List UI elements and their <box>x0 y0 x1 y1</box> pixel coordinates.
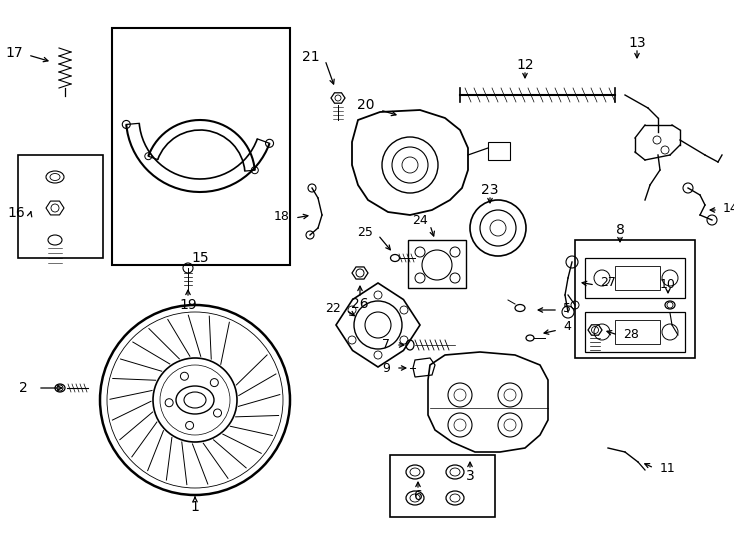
Bar <box>615 266 660 290</box>
Text: 11: 11 <box>660 462 676 475</box>
Text: 23: 23 <box>482 183 498 197</box>
Bar <box>112 28 290 265</box>
Text: 13: 13 <box>628 36 646 50</box>
Text: 17: 17 <box>5 46 23 60</box>
Bar <box>585 312 685 352</box>
Text: 26: 26 <box>351 297 368 311</box>
Text: 16: 16 <box>7 206 25 220</box>
Bar <box>18 155 103 258</box>
Text: 2: 2 <box>19 381 28 395</box>
Text: 20: 20 <box>357 98 375 112</box>
Bar <box>488 142 510 160</box>
Text: 21: 21 <box>302 50 320 64</box>
Bar <box>408 240 466 288</box>
Text: 3: 3 <box>465 469 474 483</box>
Text: 18: 18 <box>274 210 290 222</box>
Text: 6: 6 <box>413 489 423 503</box>
Text: 7: 7 <box>382 339 390 352</box>
Text: 15: 15 <box>191 251 208 265</box>
Bar <box>585 258 685 298</box>
Text: 27: 27 <box>600 276 616 289</box>
Text: 14: 14 <box>723 201 734 214</box>
Bar <box>615 320 660 344</box>
Text: 12: 12 <box>516 58 534 72</box>
Text: 19: 19 <box>179 298 197 312</box>
Text: 5: 5 <box>563 301 571 314</box>
Text: 24: 24 <box>413 214 428 227</box>
Text: 22: 22 <box>325 301 341 314</box>
Text: 4: 4 <box>563 321 571 334</box>
Bar <box>575 240 695 358</box>
Text: 10: 10 <box>660 278 676 291</box>
Text: 1: 1 <box>191 500 200 514</box>
Text: 8: 8 <box>616 223 625 237</box>
Text: 28: 28 <box>623 328 639 341</box>
Text: 9: 9 <box>382 361 390 375</box>
Text: 25: 25 <box>357 226 373 239</box>
Bar <box>390 455 495 517</box>
